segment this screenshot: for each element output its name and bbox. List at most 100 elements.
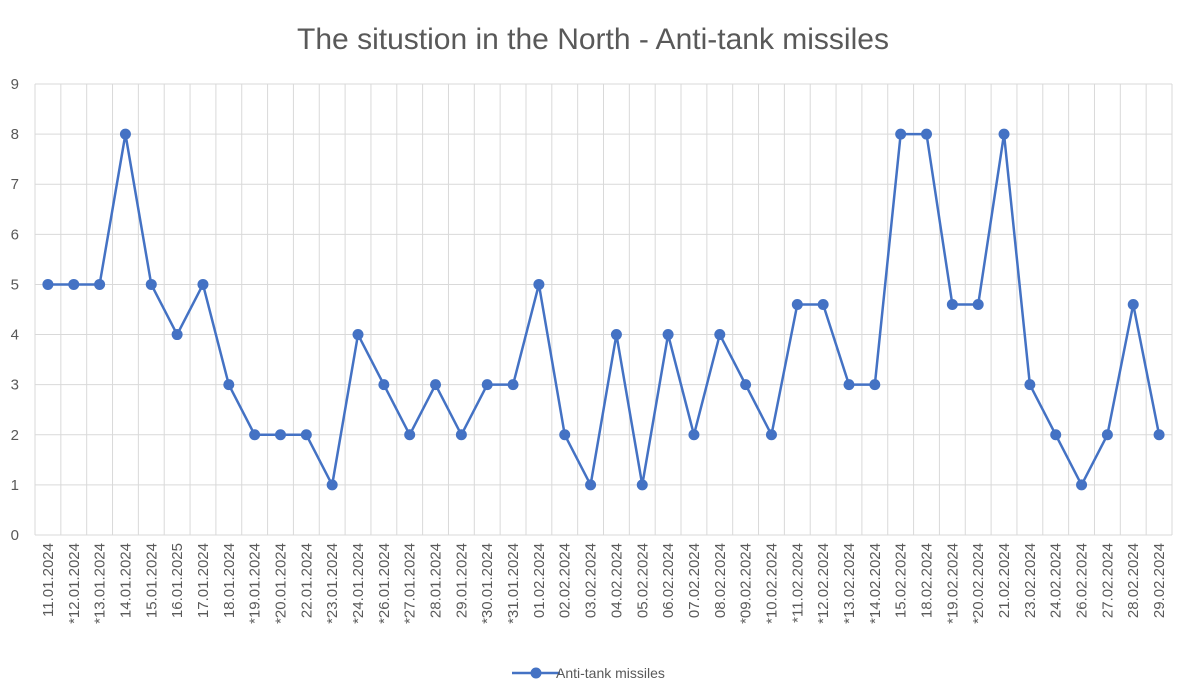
- x-tick-label: 07.02.2024: [686, 543, 703, 618]
- data-point: [765, 429, 777, 441]
- data-point: [1153, 429, 1165, 441]
- data-point: [946, 298, 958, 310]
- x-tick-label: 08.02.2024: [712, 543, 729, 618]
- x-tick-label: *14.02.2024: [867, 543, 884, 624]
- data-point: [869, 379, 881, 391]
- x-tick-label: *12.02.2024: [815, 543, 832, 624]
- x-tick-label: *30.01.2024: [479, 543, 496, 624]
- x-tick-label: 24.02.2024: [1048, 543, 1065, 618]
- y-tick-label: 7: [11, 176, 19, 193]
- data-point: [455, 429, 467, 441]
- data-point: [1101, 429, 1113, 441]
- x-tick-label: 05.02.2024: [634, 543, 651, 618]
- x-tick-label: *10.02.2024: [763, 543, 780, 624]
- data-point: [972, 298, 984, 310]
- x-tick-label: *09.02.2024: [738, 543, 755, 624]
- x-tick-label: 22.01.2024: [298, 543, 315, 618]
- data-point: [68, 278, 80, 290]
- y-tick-label: 1: [11, 477, 19, 494]
- x-tick-label: 21.02.2024: [996, 543, 1013, 618]
- x-tick-label: 15.01.2024: [143, 543, 160, 618]
- x-tick-label: 01.02.2024: [531, 543, 548, 618]
- x-tick-label: *20.02.2024: [970, 543, 987, 624]
- x-tick-label: 06.02.2024: [660, 543, 677, 618]
- y-tick-label: 0: [11, 527, 19, 544]
- x-tick-label: 03.02.2024: [583, 543, 600, 618]
- legend-entry-anti-tank-missiles: Anti-tank missiles: [556, 665, 665, 681]
- data-point: [791, 298, 803, 310]
- x-tick-label: *11.02.2024: [789, 543, 806, 623]
- y-tick-label: 4: [11, 327, 19, 344]
- x-tick-label: *27.01.2024: [402, 543, 419, 624]
- x-tick-label: *19.01.2024: [247, 543, 264, 624]
- y-tick-label: 6: [11, 226, 19, 243]
- y-tick-label: 3: [11, 377, 19, 394]
- data-point: [1127, 298, 1139, 310]
- data-point: [197, 278, 209, 290]
- data-point: [740, 379, 752, 391]
- x-tick-label: 29.01.2024: [453, 543, 470, 618]
- x-tick-label: 04.02.2024: [608, 543, 625, 618]
- data-point: [249, 429, 261, 441]
- y-tick-label: 9: [11, 76, 19, 93]
- data-point: [1024, 379, 1036, 391]
- data-point: [662, 329, 674, 341]
- data-point: [1050, 429, 1062, 441]
- data-point: [1076, 479, 1088, 491]
- data-point: [352, 329, 364, 341]
- x-tick-label: 28.01.2024: [428, 543, 445, 618]
- x-tick-label: 27.02.2024: [1099, 543, 1116, 618]
- data-point: [326, 479, 338, 491]
- axes: 0 1 2 3 4 5 6 7 8 9 11.01.2024 *12.01.2024 *13.01.20…: [11, 76, 1168, 624]
- x-tick-label: *23.01.2024: [324, 543, 341, 624]
- data-point: [843, 379, 855, 391]
- x-tick-label: *13.01.2024: [92, 543, 109, 624]
- x-tick-label: 14.01.2024: [117, 543, 134, 618]
- x-tick-label: 23.02.2024: [1022, 543, 1039, 618]
- data-point: [378, 379, 390, 391]
- data-point: [998, 128, 1010, 140]
- x-tick-label: 02.02.2024: [557, 543, 574, 618]
- legend-marker-swatch: [530, 667, 542, 679]
- chart-title: The situstion in the North - Anti-tank m…: [297, 23, 889, 56]
- data-point: [636, 479, 648, 491]
- data-point: [559, 429, 571, 441]
- y-tick-label: 2: [11, 427, 19, 444]
- data-point: [145, 278, 157, 290]
- data-point: [223, 379, 235, 391]
- x-tick-label: *24.01.2024: [350, 543, 367, 624]
- legend: Anti-tank missiles: [512, 665, 665, 681]
- x-tick-label: 26.02.2024: [1074, 543, 1091, 618]
- data-point: [171, 329, 183, 341]
- x-tick-label: 11.01.2024: [40, 543, 57, 617]
- data-point: [507, 379, 519, 391]
- x-tick-label: 15.02.2024: [893, 543, 910, 618]
- y-tick-label: 8: [11, 126, 19, 143]
- data-point: [404, 429, 416, 441]
- x-tick-label: *26.01.2024: [376, 543, 393, 624]
- data-point: [817, 298, 829, 310]
- data-point: [921, 128, 933, 140]
- x-tick-label: *19.02.2024: [944, 543, 961, 624]
- data-point: [94, 278, 106, 290]
- data-point: [895, 128, 907, 140]
- x-tick-label: *13.02.2024: [841, 543, 858, 624]
- x-tick-label: 28.02.2024: [1125, 543, 1142, 618]
- x-tick-label: *12.01.2024: [66, 543, 83, 624]
- data-point: [42, 278, 54, 290]
- x-tick-label: 18.02.2024: [919, 543, 936, 618]
- data-point: [610, 329, 622, 341]
- data-point: [688, 429, 700, 441]
- series-layer: [42, 128, 1165, 491]
- x-tick-label: *20.01.2024: [272, 543, 289, 624]
- data-point: [585, 479, 597, 491]
- data-point: [533, 278, 545, 290]
- data-point: [300, 429, 312, 441]
- x-tick-label: 17.01.2024: [195, 543, 212, 618]
- x-tick-label: 16.01.2025: [169, 543, 186, 618]
- x-tick-label: 29.02.2024: [1151, 543, 1168, 618]
- gridlines: [34, 83, 1173, 536]
- data-point: [714, 329, 726, 341]
